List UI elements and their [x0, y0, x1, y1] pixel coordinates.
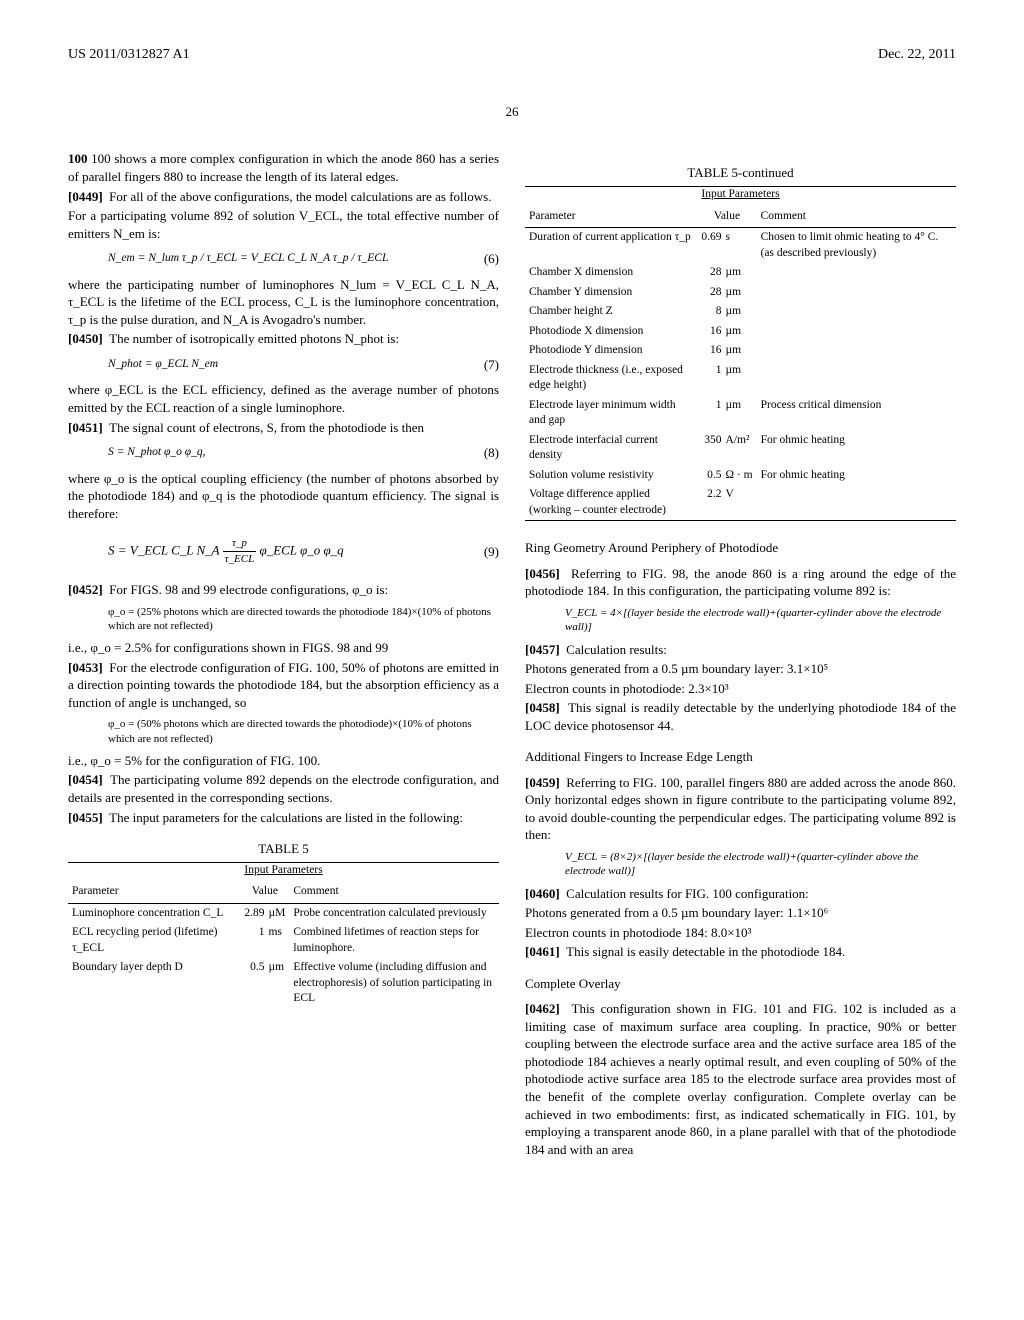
table-row: Luminophore concentration C_L2.89µMProbe… [68, 903, 499, 923]
equation-8: S = N_phot φ_o φ_q, (8) [108, 444, 499, 462]
table-col-parameter: Parameter [68, 881, 240, 903]
paragraph: [0454] The participating volume 892 depe… [68, 771, 499, 806]
table-row: Duration of current application τ_p0.69s… [525, 228, 956, 264]
table-row: Photodiode X dimension16µm [525, 322, 956, 342]
section-heading: Complete Overlay [525, 975, 956, 993]
table-row: Chamber X dimension28µm [525, 263, 956, 283]
table-5c-subtitle: Input Parameters [525, 187, 956, 203]
left-column: 100 100 shows a more complex configurati… [68, 150, 499, 1160]
table-col-comment: Comment [289, 881, 499, 903]
two-column-layout: 100 100 shows a more complex configurati… [68, 150, 956, 1160]
paragraph: [0453] For the electrode configuration o… [68, 659, 499, 712]
paragraph: For a participating volume 892 of soluti… [68, 207, 499, 242]
paragraph: [0461] This signal is easily detectable … [525, 943, 956, 961]
paragraph: [0459] Referring to FIG. 100, parallel f… [525, 774, 956, 844]
table-5-title: TABLE 5 [68, 840, 499, 858]
table-row: Electrode thickness (i.e., exposed edge … [525, 361, 956, 396]
patent-date: Dec. 22, 2011 [878, 46, 956, 65]
table-col-value: Value [697, 206, 756, 228]
page-header: US 2011/0312827 A1 Dec. 22, 2011 [68, 46, 956, 71]
table-row: Electrode interfacial current density350… [525, 431, 956, 466]
paragraph: [0457] Calculation results: [525, 641, 956, 659]
paragraph: where φ_o is the optical coupling effici… [68, 470, 499, 523]
paragraph: Electron counts in photodiode 184: 8.0×1… [525, 924, 956, 942]
paragraph: i.e., φ_o = 5% for the configuration of … [68, 752, 499, 770]
table-row: Voltage difference applied (working – co… [525, 485, 956, 520]
table-row: Chamber Y dimension28µm [525, 283, 956, 303]
paragraph: [0455] The input parameters for the calc… [68, 809, 499, 827]
indented-block: φ_o = (50% photons which are directed to… [108, 717, 499, 746]
table-col-comment: Comment [757, 206, 956, 228]
paragraph: [0462] This configuration shown in FIG. … [525, 1000, 956, 1158]
paragraph: Photons generated from a 0.5 µm boundary… [525, 660, 956, 678]
table-5c-title: TABLE 5-continued [525, 164, 956, 182]
paragraph: [0460] Calculation results for FIG. 100 … [525, 885, 956, 903]
equation-6: N_em = N_lum τ_p / τ_ECL = V_ECL C_L N_A… [108, 250, 499, 268]
table-col-value: Value [240, 881, 289, 903]
table-row: Electrode layer minimum width and gap1µm… [525, 396, 956, 431]
section-heading: Ring Geometry Around Periphery of Photod… [525, 539, 956, 557]
indented-block: φ_o = (25% photons which are directed to… [108, 605, 499, 634]
table-row: Chamber height Z8µm [525, 302, 956, 322]
equation-7: N_phot = φ_ECL N_em (7) [108, 356, 499, 374]
page-number: 26 [68, 103, 956, 121]
paragraph: Electron counts in photodiode: 2.3×10³ [525, 680, 956, 698]
paragraph: [0458] This signal is readily detectable… [525, 699, 956, 734]
indented-block: V_ECL = (8×2)×[(layer beside the electro… [565, 850, 956, 879]
paragraph: [0451] The signal count of electrons, S,… [68, 419, 499, 437]
patent-number: US 2011/0312827 A1 [68, 46, 190, 65]
paragraph: Photons generated from a 0.5 µm boundary… [525, 904, 956, 922]
paragraph: 100 100 shows a more complex configurati… [68, 150, 499, 185]
table-row: Boundary layer depth D0.5µmEffective vol… [68, 958, 499, 1009]
table-row: Solution volume resistivity0.5Ω · mFor o… [525, 466, 956, 486]
section-heading: Additional Fingers to Increase Edge Leng… [525, 748, 956, 766]
paragraph: [0449] For all of the above configuratio… [68, 188, 499, 206]
table-col-parameter: Parameter [525, 206, 697, 228]
paragraph: i.e., φ_o = 2.5% for configurations show… [68, 639, 499, 657]
table-row: Photodiode Y dimension16µm [525, 341, 956, 361]
paragraph: [0452] For FIGS. 98 and 99 electrode con… [68, 581, 499, 599]
table-5: Parameter Value Comment Luminophore conc… [68, 881, 499, 1009]
equation-9: S = V_ECL C_L N_A τ_pτ_ECL φ_ECL φ_o φ_q… [108, 536, 499, 567]
paragraph: where the participating number of lumino… [68, 276, 499, 329]
paragraph: [0456] Referring to FIG. 98, the anode 8… [525, 565, 956, 600]
table-row: ECL recycling period (lifetime) τ_ECL1ms… [68, 923, 499, 958]
table-5-subtitle: Input Parameters [68, 863, 499, 879]
right-column: TABLE 5-continued Input Parameters Param… [525, 150, 956, 1160]
indented-block: V_ECL = 4×[(layer beside the electrode w… [565, 606, 956, 635]
table-5-continued: Parameter Value Comment Duration of curr… [525, 206, 956, 521]
paragraph: [0450] The number of isotropically emitt… [68, 330, 499, 348]
paragraph: where φ_ECL is the ECL efficiency, defin… [68, 381, 499, 416]
